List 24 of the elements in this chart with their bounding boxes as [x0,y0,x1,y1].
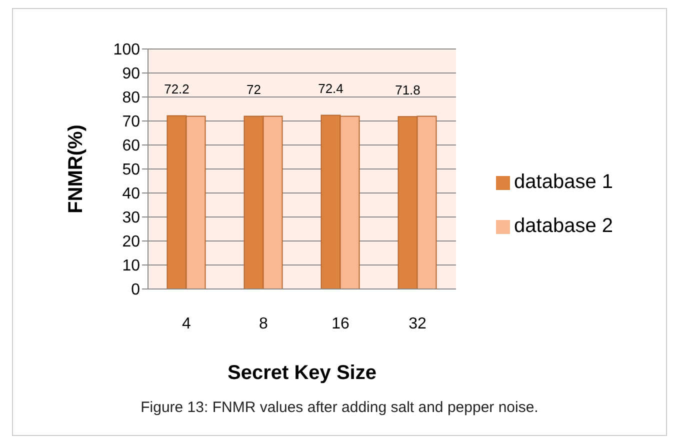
y-tick-label: 100 [113,42,140,59]
data-label: 71.8 [395,82,420,98]
y-tick-label: 80 [122,90,140,107]
caption: Figure 13: FNMR values after adding salt and pepper noise. [140,399,540,416]
x-tick-label: 32 [408,315,427,332]
y-tick-label: 60 [122,138,140,155]
y-tick-label: 30 [122,210,140,227]
y-tick-label: 90 [122,66,140,83]
y-axis-title: FNMR(%) [65,124,88,214]
y-tick-label: 50 [122,162,140,179]
data-label: 72.4 [318,81,344,96]
y-tick-label: 10 [122,258,140,275]
x-tick-label: 4 [182,315,192,332]
y-tick-label: 20 [122,234,140,251]
legend-label: database 2 [514,215,613,237]
y-tick-label: 0 [131,282,140,299]
x-tick-label: 16 [332,315,350,332]
x-tick-label: 8 [259,315,268,332]
data-label: 72 [246,82,261,98]
legend-label: database 1 [514,171,613,193]
y-tick-label: 40 [122,186,140,203]
x-axis-title: Secret Key Size [228,362,376,384]
data-label: 72.2 [164,82,190,97]
y-tick-label: 70 [122,114,140,131]
